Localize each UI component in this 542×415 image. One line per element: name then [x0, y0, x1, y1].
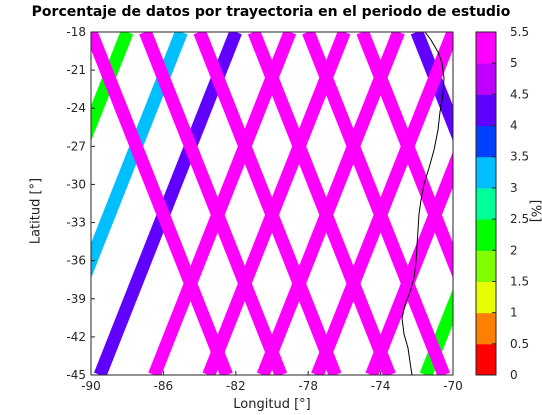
colorbar-segment — [476, 32, 496, 64]
track-descending-6 — [410, 32, 453, 142]
colorbar-frame — [475, 31, 497, 376]
track-ascending-16 — [94, 32, 242, 375]
axis-ticks: -90 -86 -82 -78 -74 -70 -18 -21 -24 -27 -30 -33 -36 -… — [66, 25, 462, 393]
colorbar-segment — [476, 219, 496, 251]
colorbar-segment — [476, 125, 496, 158]
track-descending-8 — [525, 32, 542, 375]
track-ascending-13 — [256, 32, 405, 375]
coastline — [401, 32, 445, 375]
y-tick-label: -27 — [66, 139, 86, 153]
y-tick-label: -33 — [66, 216, 86, 230]
y-tick-label: -24 — [66, 101, 86, 115]
y-tick-label: -42 — [66, 330, 86, 344]
track-ascending-14 — [202, 32, 351, 375]
track-ascending-15 — [148, 32, 297, 375]
track-descending-1 — [139, 32, 288, 375]
colorbar-segment — [476, 187, 496, 220]
colorbar-segment — [476, 312, 496, 345]
x-tick-label: -86 — [154, 379, 174, 393]
colorbar-segment — [476, 343, 496, 376]
track-ascending-12 — [311, 32, 453, 375]
colorbar-segment — [476, 281, 496, 314]
colorbar-tick-label: 0.5 — [510, 337, 529, 351]
track-descending-5 — [356, 32, 453, 279]
track-descending-2 — [193, 32, 342, 375]
colorbar-tick-label: 4.5 — [510, 87, 529, 101]
track-ascending-10 — [419, 288, 453, 375]
colorbar-tick-label: 0 — [510, 368, 518, 382]
colorbar-tick-label: 2 — [510, 243, 518, 257]
track-ascending-18 — [91, 32, 134, 142]
y-tick-label: -30 — [66, 177, 86, 191]
colorbar: 0 0.5 1 1.5 2 2.5 3 3.5 4 4.5 5 5.5 — [475, 25, 529, 382]
x-tick-label: -74 — [371, 379, 391, 393]
plot-frame — [90, 31, 454, 376]
x-tick-label: -78 — [298, 379, 318, 393]
colorbar-tick-label: 5 — [510, 56, 518, 70]
track-descending-4 — [302, 32, 450, 375]
colorbar-segment — [476, 156, 496, 189]
colorbar-segment — [476, 250, 496, 282]
y-tick-label: -36 — [66, 254, 86, 268]
y-tick-label: -45 — [66, 368, 86, 382]
colorbar-tick-label: 3 — [510, 181, 518, 195]
x-tick-label: -90 — [81, 379, 101, 393]
colorbar-tick-label: 5.5 — [510, 25, 529, 39]
track-descending-3 — [247, 32, 396, 375]
x-axis-label: Longitud [°] — [233, 397, 311, 412]
x-tick-label: -70 — [443, 379, 463, 393]
y-tick-label: -18 — [66, 25, 86, 39]
colorbar-segment — [476, 63, 496, 95]
x-tick-label: -82 — [226, 379, 246, 393]
colorbar-tick-label: 4 — [510, 119, 518, 133]
colorbar-segment — [476, 94, 496, 127]
track-ascending-19 — [0, 32, 73, 375]
track-descending-0 — [91, 32, 233, 375]
track-layer — [0, 32, 542, 375]
colorbar-tick-label: 1 — [510, 306, 518, 320]
colorbar-tick-label: 2.5 — [510, 212, 529, 226]
chart-title: Porcentaje de datos por trayectoria en e… — [31, 4, 511, 20]
y-tick-label: -39 — [66, 292, 86, 306]
track-ascending-11 — [365, 151, 453, 375]
track-ascending-17 — [91, 32, 188, 279]
y-tick-label: -21 — [66, 63, 86, 77]
colorbar-tick-label: 3.5 — [510, 150, 529, 164]
colorbar-tick-label: 1.5 — [510, 274, 529, 288]
